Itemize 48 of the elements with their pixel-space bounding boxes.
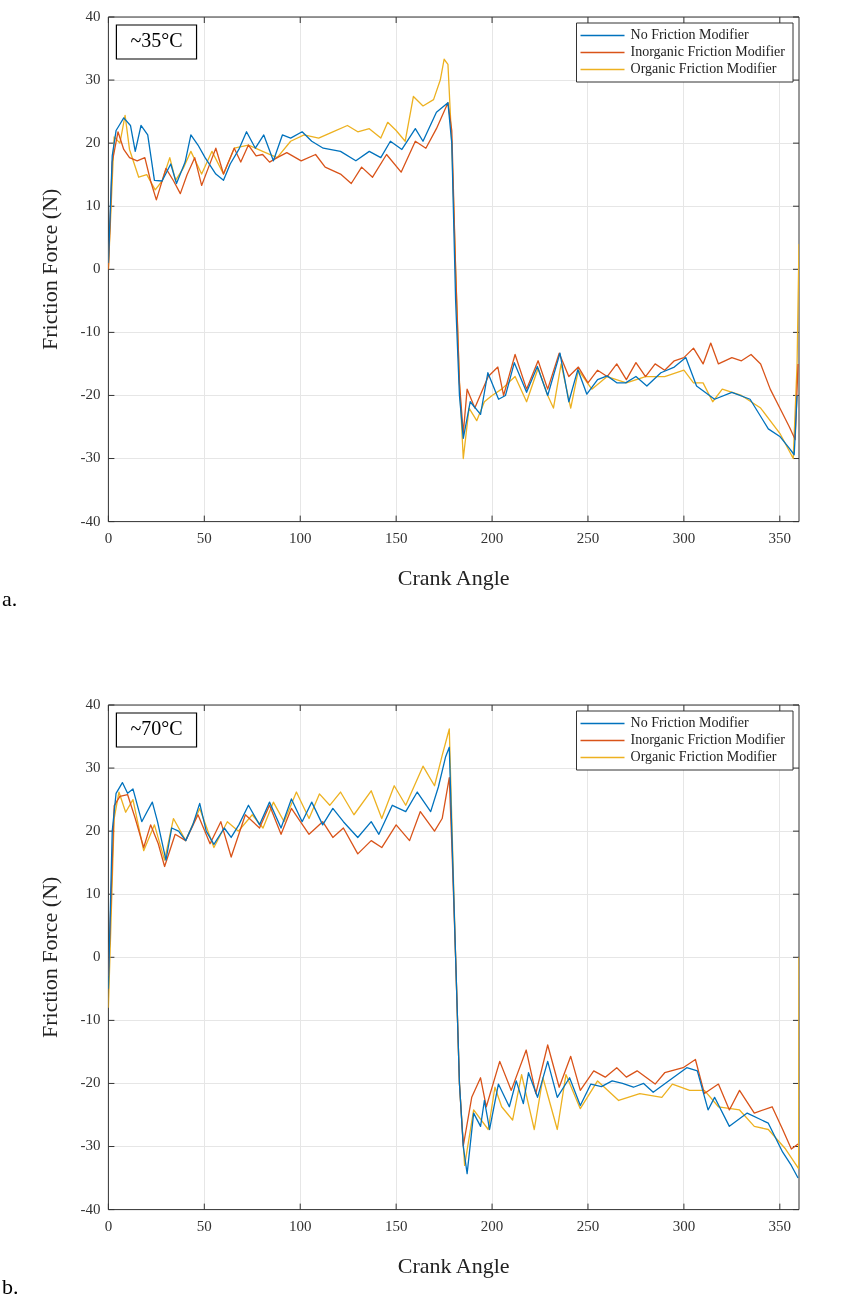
y-tick-label: -30 <box>80 449 101 466</box>
x-tick-label: 300 <box>672 1217 696 1234</box>
y-tick-label: 10 <box>85 197 101 214</box>
x-tick-label: 0 <box>104 1217 113 1234</box>
text: a. <box>2 586 18 612</box>
legend-label: No Friction Modifier <box>630 27 750 43</box>
legend-label: Organic Friction Modifier <box>630 749 777 765</box>
y-tick-label: 0 <box>92 260 101 277</box>
y-tick-label: -20 <box>80 1074 101 1091</box>
y-tick-label: 20 <box>85 134 101 151</box>
x-tick-label: 350 <box>768 529 792 546</box>
y-tick-label: -10 <box>80 323 101 340</box>
x-tick-label: 0 <box>104 529 113 546</box>
x-tick-label: 250 <box>576 529 600 546</box>
text: b. <box>2 1274 19 1300</box>
annotation: ~70°C <box>130 717 183 740</box>
x-tick-label: 300 <box>672 529 696 546</box>
y-tick-label: 40 <box>85 7 101 24</box>
x-tick-label: 150 <box>384 529 408 546</box>
x-axis-title: Crank Angle <box>397 1252 510 1278</box>
x-axis-title: Crank Angle <box>397 564 510 590</box>
x-tick-label: 150 <box>384 1217 408 1234</box>
y-tick-label: -10 <box>80 1011 101 1028</box>
y-tick-label: -40 <box>80 512 101 529</box>
x-tick-label: 200 <box>480 529 504 546</box>
legend-label: Inorganic Friction Modifier <box>630 732 786 748</box>
legend-label: Inorganic Friction Modifier <box>630 44 786 60</box>
y-tick-label: 0 <box>92 948 101 965</box>
y-tick-label: 40 <box>85 695 101 712</box>
y-tick-label: -30 <box>80 1137 101 1154</box>
x-tick-label: 350 <box>768 1217 792 1234</box>
y-tick-label: -20 <box>80 386 101 403</box>
x-tick-label: 50 <box>196 529 212 546</box>
x-tick-label: 50 <box>196 1217 212 1234</box>
legend-label: Organic Friction Modifier <box>630 61 777 77</box>
y-tick-label: -40 <box>80 1200 101 1217</box>
y-tick-label: 30 <box>85 71 101 88</box>
x-tick-label: 200 <box>480 1217 504 1234</box>
annotation: ~35°C <box>130 29 183 52</box>
y-tick-label: 30 <box>85 759 101 776</box>
y-axis-title: Friction Force (N) <box>36 188 62 350</box>
y-tick-label: 10 <box>85 885 101 902</box>
x-tick-label: 100 <box>288 529 312 546</box>
x-tick-label: 100 <box>288 1217 312 1234</box>
x-tick-label: 250 <box>576 1217 600 1234</box>
y-axis-title: Friction Force (N) <box>36 876 62 1038</box>
legend-label: No Friction Modifier <box>630 715 750 731</box>
y-tick-label: 20 <box>85 822 101 839</box>
